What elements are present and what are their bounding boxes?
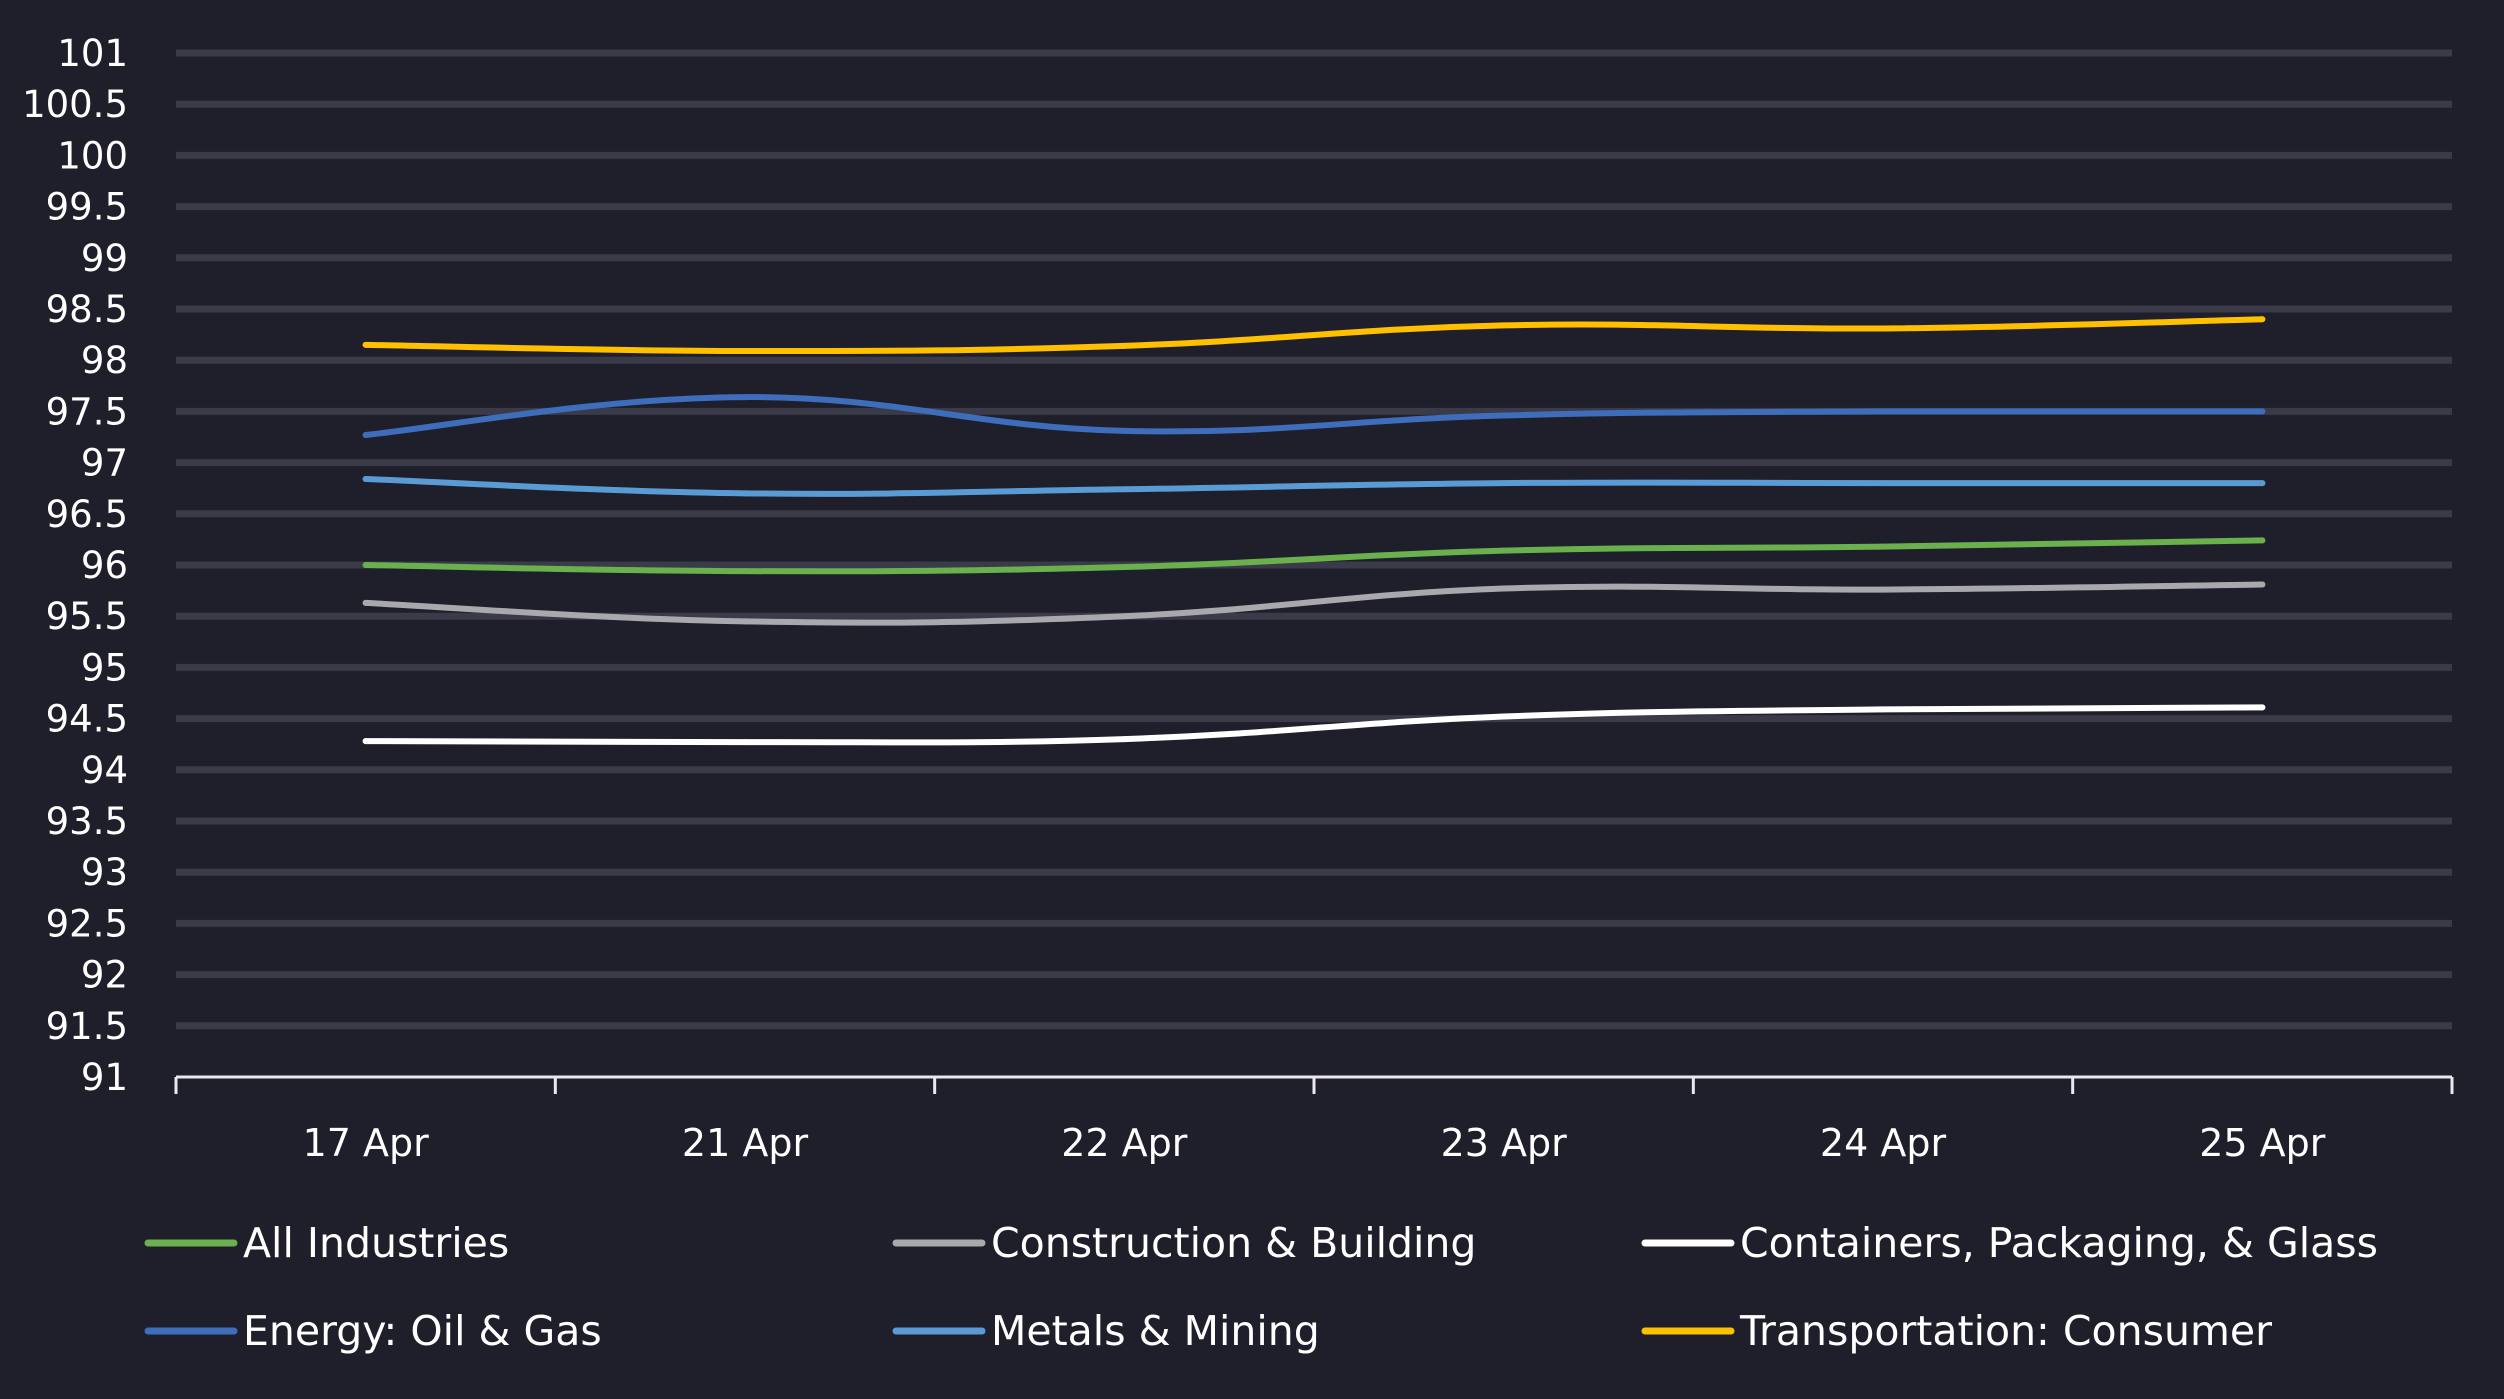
data-point-construction-building: [362, 599, 369, 606]
y-tick-label: 99.5: [46, 186, 128, 229]
legend-item-metals-mining: Metals & Mining: [892, 1307, 1320, 1355]
y-tick-label: 100: [57, 134, 128, 177]
x-tick-label: 22 Apr: [1061, 1121, 1188, 1165]
data-point-energy-oil-gas: [362, 431, 369, 438]
series-line-all-industries: [362, 537, 2266, 575]
y-tick-label: 94.5: [46, 698, 128, 741]
y-tick-label: 95: [81, 646, 128, 689]
data-point-construction-building: [1121, 613, 1128, 620]
series-line-containers-packaging-glass: [362, 704, 2266, 746]
data-point-energy-oil-gas: [1121, 427, 1128, 434]
x-tick-label: 21 Apr: [682, 1121, 809, 1165]
data-point-construction-building: [1500, 585, 1507, 592]
legend-label: Transportation: Consumer: [1739, 1307, 2272, 1355]
data-point-metals-mining: [1121, 486, 1128, 493]
x-axis: 17 Apr 21 Apr 22 Apr 23 Apr 24 Apr 25 Apr: [174, 1075, 2454, 1165]
series-line-construction-building: [362, 581, 2266, 626]
legend: All Industries Construction & Building Con…: [144, 1219, 2378, 1355]
y-tick-label: 92.5: [46, 902, 128, 945]
data-point-metals-mining: [1880, 480, 1886, 487]
data-point-transportation-consumer: [1500, 322, 1507, 329]
legend-label: Construction & Building: [991, 1219, 1476, 1267]
data-point-all-industries: [1121, 564, 1128, 571]
y-tick-label: 91: [81, 1056, 128, 1099]
data-point-energy-oil-gas: [1500, 412, 1507, 419]
x-tick-label: 23 Apr: [1441, 1121, 1568, 1165]
legend-item-transportation-consumer: Transportation: Consumer: [1641, 1307, 2272, 1355]
y-tick-label: 94: [81, 749, 128, 792]
y-tick-label: 97.5: [46, 390, 128, 433]
data-point-transportation-consumer: [362, 341, 369, 348]
legend-item-energy-oil-gas: Energy: Oil & Gas: [144, 1307, 602, 1355]
data-point-transportation-consumer: [2259, 316, 2266, 323]
data-point-all-industries: [2259, 537, 2266, 544]
data-point-all-industries: [362, 562, 369, 568]
data-point-construction-building: [742, 618, 748, 625]
y-tick-label: 99: [81, 237, 128, 280]
data-point-metals-mining: [742, 490, 748, 497]
series-line-transportation-consumer: [362, 316, 2266, 355]
data-point-containers-packaging-glass: [1500, 713, 1507, 720]
data-point-metals-mining: [2259, 480, 2266, 487]
data-point-metals-mining: [362, 475, 369, 482]
gridlines: [176, 49, 2452, 1030]
data-point-containers-packaging-glass: [362, 738, 369, 745]
x-tick-label: 25 Apr: [2199, 1121, 2326, 1165]
legend-item-construction-building: Construction & Building: [892, 1219, 1476, 1267]
data-point-energy-oil-gas: [2259, 408, 2266, 415]
legend-label: Containers, Packaging, & Glass: [1740, 1219, 2378, 1267]
legend-item-containers-packaging-glass: Containers, Packaging, & Glass: [1641, 1219, 2378, 1267]
y-tick-label: 98.5: [46, 288, 128, 331]
y-tick-label: 101: [57, 32, 128, 75]
data-point-transportation-consumer: [1880, 325, 1886, 332]
data-point-all-industries: [742, 568, 748, 575]
series-line-energy-oil-gas: [362, 394, 2266, 438]
data-point-containers-packaging-glass: [1121, 736, 1128, 743]
data-point-construction-building: [1880, 586, 1886, 593]
x-tick-label: 24 Apr: [1820, 1121, 1947, 1165]
x-tick-label: 17 Apr: [303, 1121, 430, 1165]
data-point-all-industries: [1880, 543, 1886, 550]
y-tick-label: 96.5: [46, 493, 128, 536]
data-point-energy-oil-gas: [1880, 408, 1886, 415]
data-point-metals-mining: [1500, 480, 1507, 487]
data-point-transportation-consumer: [1121, 342, 1128, 349]
data-point-containers-packaging-glass: [742, 739, 748, 746]
data-point-energy-oil-gas: [742, 394, 748, 401]
data-point-construction-building: [2259, 581, 2266, 588]
series-line-metals-mining: [362, 475, 2266, 497]
y-axis: 91 91.5 92 92.5 93 93.5 94 94.5 95 95.5 96 96.5 97 97…: [22, 32, 128, 1099]
y-tick-label: 95.5: [46, 595, 128, 638]
data-point-transportation-consumer: [742, 347, 748, 354]
data-point-all-industries: [1500, 547, 1507, 554]
legend-label: Metals & Mining: [991, 1307, 1320, 1355]
y-tick-label: 100.5: [22, 83, 128, 126]
y-tick-label: 97: [81, 442, 128, 485]
y-tick-label: 93: [81, 851, 128, 894]
series-lines: [362, 316, 2266, 746]
legend-item-all-industries: All Industries: [144, 1219, 509, 1267]
y-tick-label: 98: [81, 339, 128, 382]
legend-label: All Industries: [243, 1219, 509, 1267]
y-tick-label: 91.5: [46, 1005, 128, 1048]
data-point-containers-packaging-glass: [1880, 706, 1886, 713]
y-tick-label: 96: [81, 544, 128, 587]
legend-label: Energy: Oil & Gas: [243, 1307, 602, 1355]
data-point-containers-packaging-glass: [2259, 704, 2266, 711]
y-tick-label: 92: [81, 954, 128, 997]
y-tick-label: 93.5: [46, 800, 128, 843]
